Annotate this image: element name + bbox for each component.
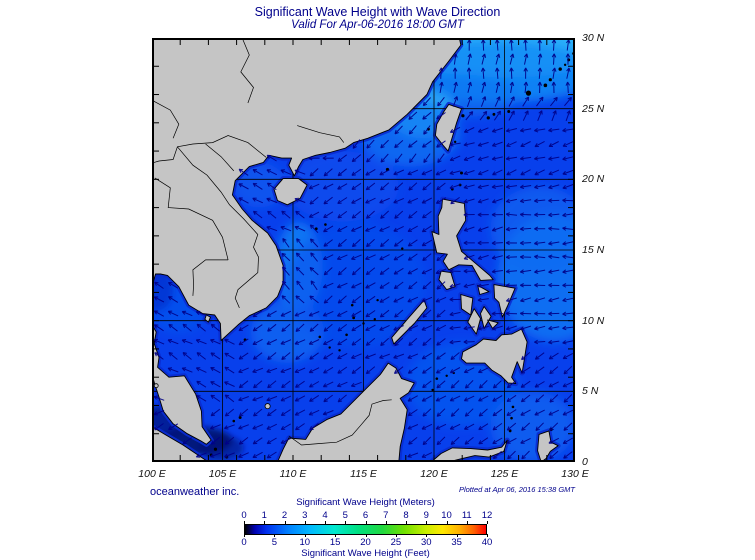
page-title: Significant Wave Height with Wave Direct… [254, 5, 501, 19]
lon-label: 130 E [561, 468, 589, 480]
legend-tick-mark [406, 521, 407, 524]
lat-label: 5 N [582, 385, 599, 398]
legend-tick-value: 1 [261, 510, 267, 521]
legend-tick-value: 0 [241, 537, 247, 548]
legend-tick-mark [426, 534, 428, 537]
wave-map-svg [152, 38, 575, 462]
legend-tick-value: 25 [390, 537, 402, 548]
lat-label: 25 N [582, 102, 605, 115]
legend-tick-value: 10 [441, 510, 452, 521]
legend-tick-mark [244, 521, 245, 524]
legend-tick-value: 2 [281, 510, 288, 521]
legend-tick-value: 7 [383, 510, 389, 521]
wave-arrows [153, 39, 574, 460]
legend-tick-value: 6 [362, 510, 369, 521]
legend-tick-mark [365, 521, 367, 524]
oceanweather-credit: oceanweather inc. [150, 486, 240, 498]
legend-tick-value: 5 [342, 510, 348, 521]
legend-tick-mark [304, 534, 306, 537]
legend-tick-value: 4 [322, 510, 328, 521]
legend-tick-value: 30 [420, 537, 432, 548]
legend-tick-mark [446, 521, 448, 524]
legend-tick-value: 0 [241, 510, 247, 521]
lon-label: 100 E [138, 468, 166, 480]
valid-time-subtitle: Valid For Apr-06-2016 18:00 GMT [291, 19, 464, 31]
legend-tick-mark [264, 521, 266, 524]
map-frame [152, 38, 575, 462]
lon-label: 115 E [350, 468, 377, 480]
legend-meters-ticks: 0 1 2 3 4 5 6 7 8 9 10 11 12 [241, 510, 492, 524]
legend-tick-mark [395, 534, 397, 537]
legend-meters-label: Significant Wave Height (Meters) [296, 497, 435, 508]
lat-label: 20 N [582, 173, 605, 186]
legend-tick-mark [345, 521, 347, 524]
legend-tick-value: 20 [360, 537, 371, 548]
legend-feet-ticks: 0 5 10 15 20 25 30 35 40 [241, 534, 492, 548]
legend-tick-mark [304, 521, 306, 524]
lon-label: 125 E [490, 468, 519, 480]
plotted-timestamp: Plotted at Apr 06, 2016 15:38 GMT [458, 485, 575, 494]
land-layer [152, 38, 559, 462]
legend-tick-value: 35 [451, 537, 462, 548]
lat-label: 10 N [582, 314, 605, 327]
legend-tick-mark [426, 521, 428, 524]
lat-label: 30 N [582, 32, 605, 44]
legend-tick-value: 40 [481, 537, 493, 548]
legend-tick-mark [466, 521, 468, 524]
legend-tick-mark [487, 521, 488, 524]
legend-tick-mark [456, 534, 458, 537]
legend-tick-mark [335, 534, 337, 537]
legend-tick-mark [244, 534, 245, 537]
lon-label: 120 E [420, 468, 448, 480]
legend-tick-value: 3 [302, 510, 308, 521]
legend-tick-mark [487, 534, 488, 537]
legend-tick-value: 15 [329, 537, 341, 548]
legend-tick-mark [274, 534, 276, 537]
lat-label: 0 [582, 456, 588, 468]
legend-tick-value: 10 [299, 537, 311, 548]
legend-tick-mark [325, 521, 326, 524]
legend-tick-value: 11 [461, 510, 472, 521]
legend-tick-mark [365, 534, 367, 537]
map-canvas [152, 38, 575, 462]
lon-label: 110 E [279, 468, 307, 480]
legend-tick-value: 5 [271, 537, 278, 548]
lat-label: 15 N [582, 244, 605, 256]
frame-ticks [154, 40, 573, 460]
borders-layer [152, 38, 392, 446]
legend-feet-label: Significant Wave Height (Feet) [301, 548, 430, 559]
legend-tick-mark [385, 521, 387, 524]
legend-tick-mark [284, 521, 286, 524]
lon-label: 105 E [208, 468, 237, 480]
legend-tick-value: 9 [423, 510, 429, 521]
legend-tick-value: 12 [481, 510, 493, 521]
legend-tick-value: 8 [403, 510, 409, 521]
